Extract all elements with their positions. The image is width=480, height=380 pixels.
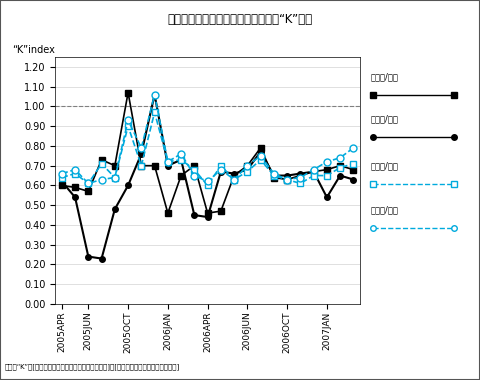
Text: 図．卵電力取引の固定費回収度指数“K”推移: 図．卵電力取引の固定費回収度指数“K”推移 xyxy=(168,13,312,26)
Text: 図注）“K”＝[各月の価格推移による固定費相当収益]／[各月の電力供給に要した固定費]: 図注）“K”＝[各月の価格推移による固定費相当収益]／[各月の電力供給に要した固… xyxy=(5,364,180,370)
Text: 西日本/休日: 西日本/休日 xyxy=(371,205,399,214)
Text: 東日本/休日: 東日本/休日 xyxy=(371,162,399,171)
Text: 西日本/平日: 西日本/平日 xyxy=(371,114,399,123)
Text: “K”index: “K”index xyxy=(12,44,55,54)
Text: 東日本/平日: 東日本/平日 xyxy=(371,72,399,81)
